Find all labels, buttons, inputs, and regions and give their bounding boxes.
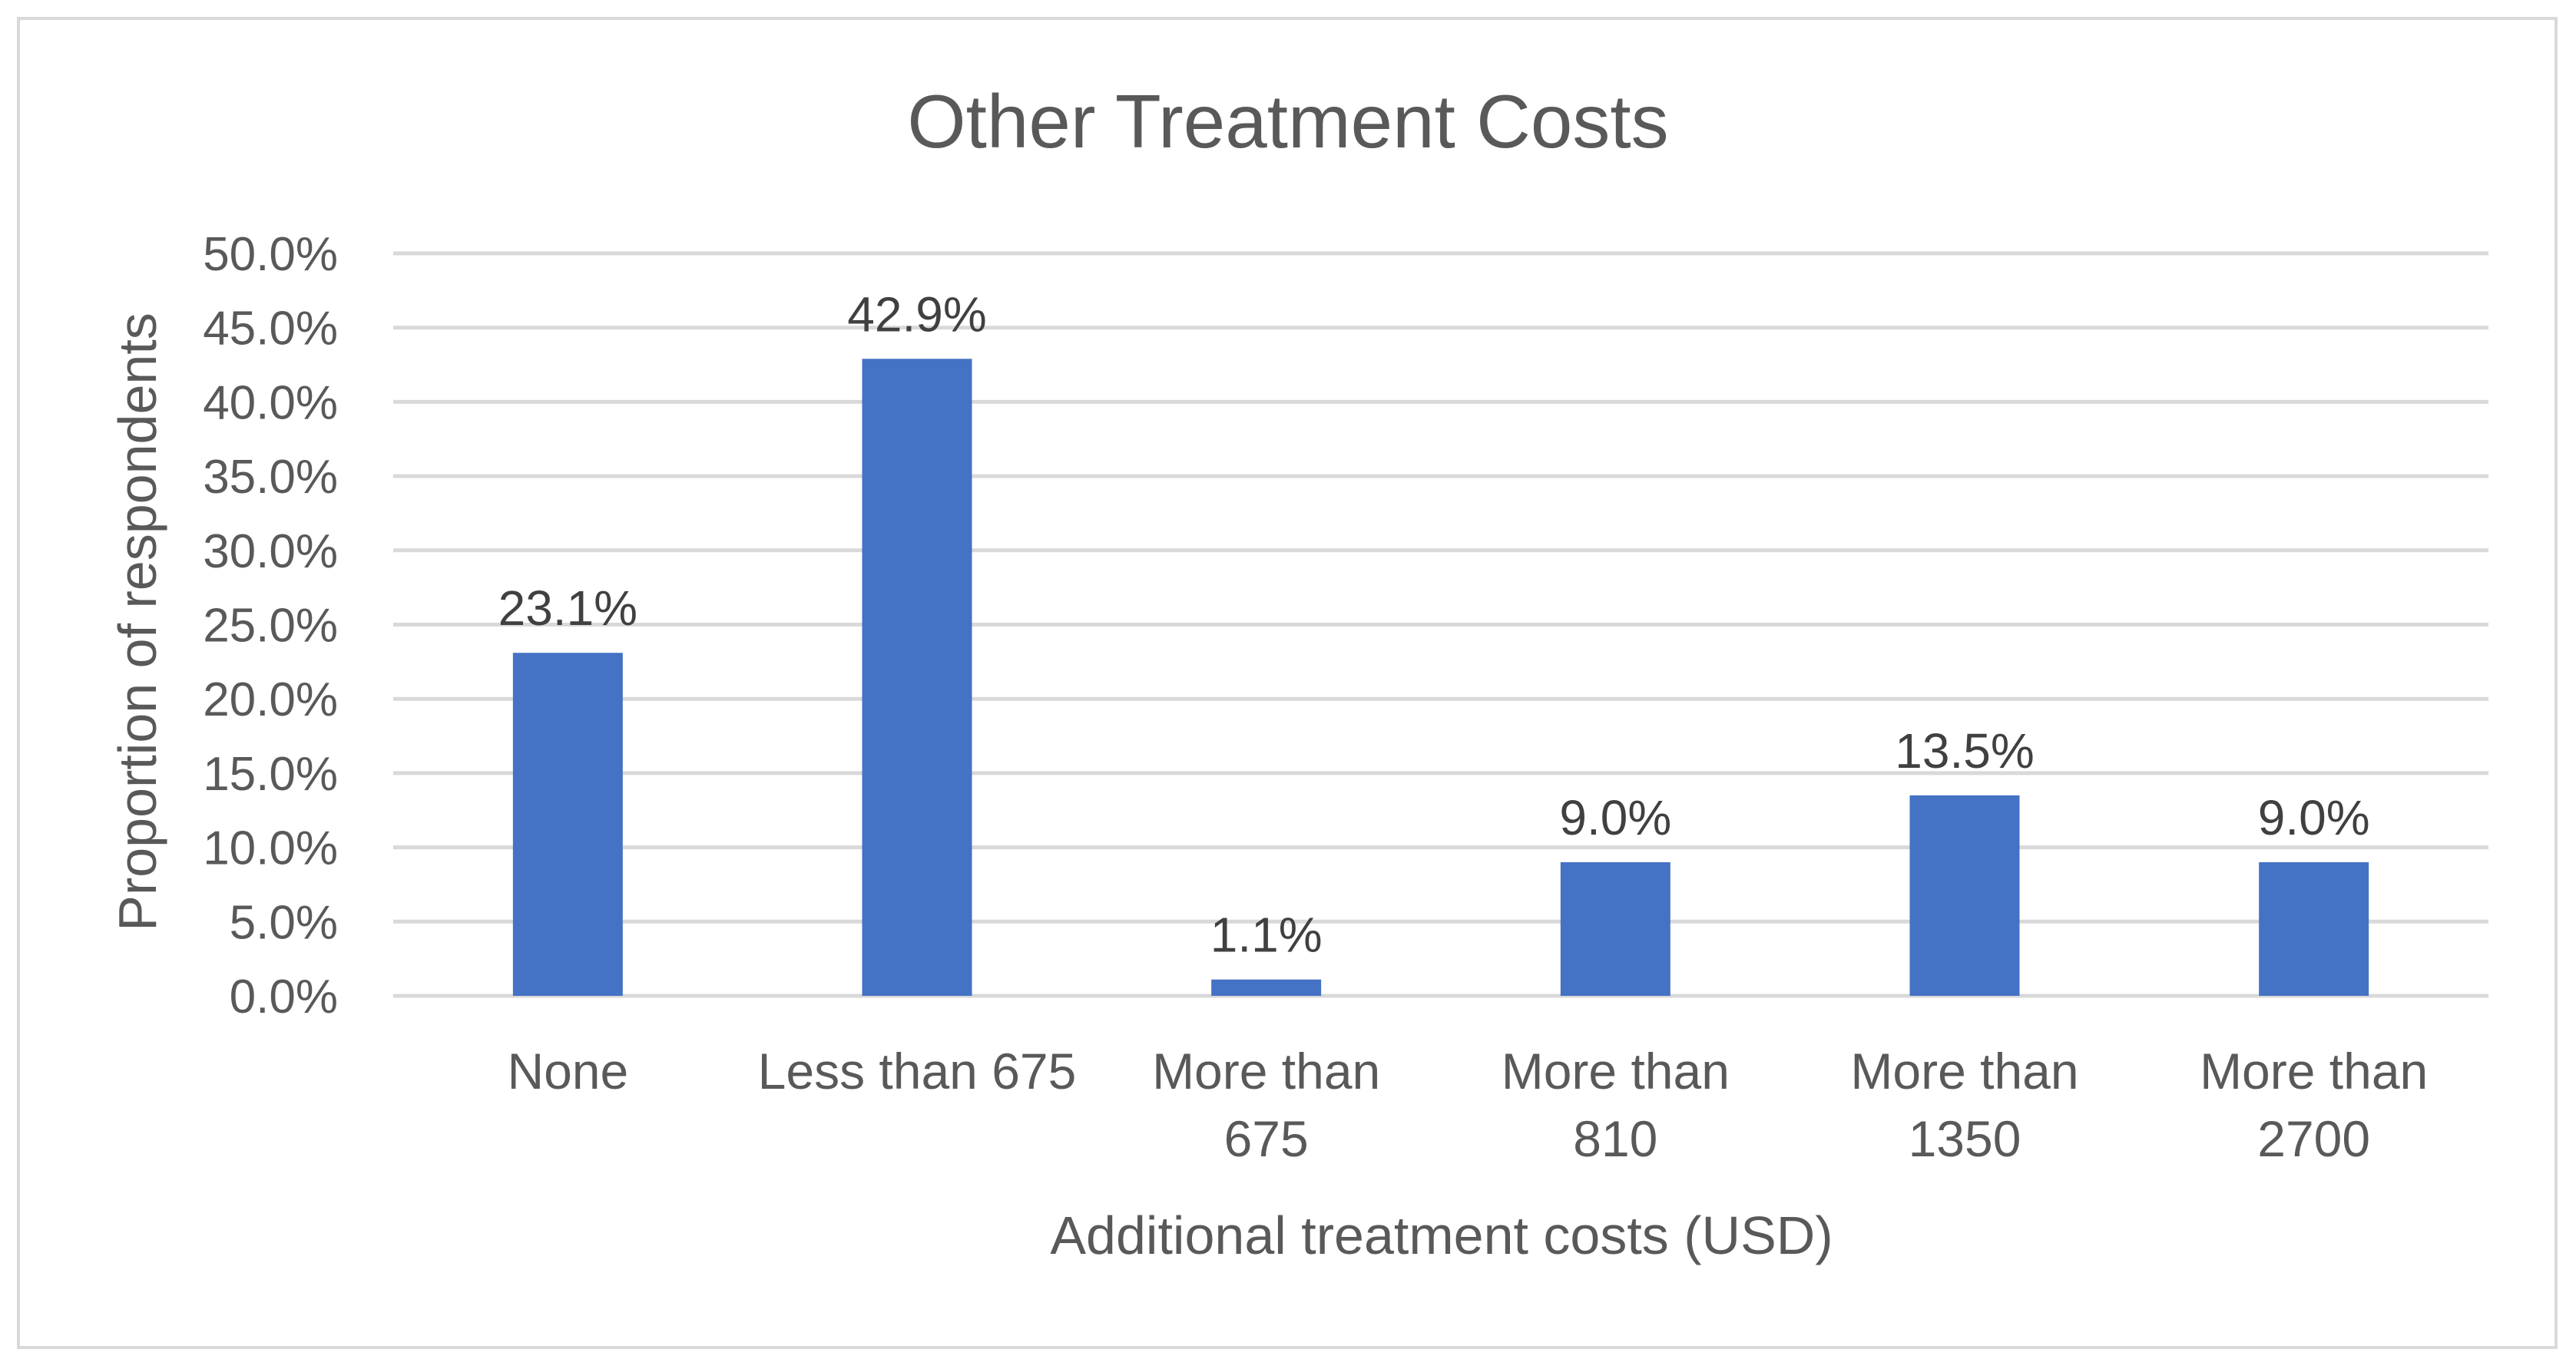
x-axis-categories: None Less than 675 More than 675 More than 81… (507, 1043, 2428, 1167)
bar (1211, 979, 1322, 996)
x-tick-label: 810 (1573, 1110, 1657, 1167)
y-tick-label: 20.0% (203, 673, 338, 726)
x-tick-label: More than (2200, 1043, 2428, 1099)
x-tick-label: More than (1502, 1043, 1730, 1099)
x-tick-label: More than (1152, 1043, 1380, 1099)
y-tick-label: 50.0% (203, 228, 338, 281)
data-label: 9.0% (2258, 790, 2370, 845)
gridlines (393, 251, 2488, 998)
y-axis-ticks: 0.0% 5.0% 10.0% 15.0% 20.0% 25.0% 30.0% 35.0% 40… (203, 228, 338, 1023)
data-label: 23.1% (498, 580, 637, 636)
y-tick-label: 15.0% (203, 748, 338, 801)
y-tick-label: 0.0% (230, 971, 338, 1023)
x-tick-label: More than (1850, 1043, 2078, 1099)
x-tick-label: None (507, 1043, 628, 1099)
x-axis-title: Additional treatment costs (USD) (1050, 1205, 1833, 1265)
y-axis-title: Proportion of respondents (108, 312, 167, 931)
bar (1909, 795, 2020, 996)
bars (512, 359, 2369, 997)
data-labels: 23.1% 42.9% 1.1% 9.0% 13.5% 9.0% (498, 286, 2370, 962)
y-tick-label: 10.0% (203, 822, 338, 875)
data-label: 9.0% (1559, 790, 1671, 845)
y-tick-label: 45.0% (203, 303, 338, 355)
data-label: 42.9% (847, 286, 986, 342)
y-tick-label: 40.0% (203, 376, 338, 429)
x-tick-label: 2700 (2257, 1110, 2370, 1167)
chart-frame (17, 17, 2558, 1349)
chart-title: Other Treatment Costs (907, 79, 1668, 164)
bar (862, 359, 972, 997)
y-tick-label: 5.0% (230, 896, 338, 949)
x-tick-label: 1350 (1909, 1110, 2021, 1167)
bar (1560, 861, 1670, 996)
data-label: 1.1% (1210, 908, 1323, 963)
x-tick-label: 675 (1224, 1110, 1309, 1167)
y-tick-label: 35.0% (203, 451, 338, 504)
y-tick-label: 30.0% (203, 525, 338, 578)
data-label: 13.5% (1895, 723, 2034, 779)
bar (512, 653, 623, 996)
y-tick-label: 25.0% (203, 600, 338, 653)
x-tick-label: Less than 675 (758, 1043, 1077, 1099)
bar (2259, 861, 2369, 996)
